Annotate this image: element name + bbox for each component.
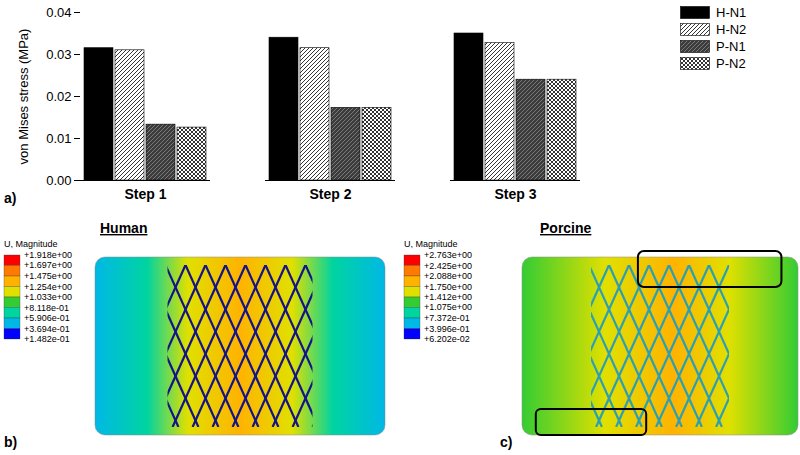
svg-text:Step 1: Step 1 bbox=[124, 186, 166, 202]
svg-text:+1.412e+00: +1.412e+00 bbox=[424, 292, 472, 302]
svg-text:c): c) bbox=[500, 434, 512, 450]
svg-text:U, Magnitude: U, Magnitude bbox=[4, 239, 58, 249]
svg-text:+2.088e+00: +2.088e+00 bbox=[424, 271, 472, 281]
svg-text:b): b) bbox=[4, 434, 17, 450]
html-text:H-N2: H-N2 bbox=[716, 22, 747, 37]
svg-text:+1.482e-01: +1.482e-01 bbox=[24, 334, 70, 344]
svg-text:+7.372e-01: +7.372e-01 bbox=[424, 313, 470, 323]
svg-text:+1.254e+00: +1.254e+00 bbox=[24, 282, 72, 292]
svg-text:+1.075e+00: +1.075e+00 bbox=[424, 302, 472, 312]
svg-text:Step 2: Step 2 bbox=[309, 186, 351, 202]
svg-text:+6.202e-02: +6.202e-02 bbox=[424, 334, 470, 344]
html-text:a): a) bbox=[4, 190, 17, 206]
html-text:H-N1: H-N1 bbox=[716, 5, 747, 20]
svg-text:+3.996e-01: +3.996e-01 bbox=[424, 324, 470, 334]
svg-text:Porcine: Porcine bbox=[540, 220, 592, 236]
svg-text:von Mises stress (MPa): von Mises stress (MPa) bbox=[16, 29, 31, 165]
svg-text:+3.694e-01: +3.694e-01 bbox=[24, 324, 70, 334]
svg-text:+2.425e+00: +2.425e+00 bbox=[424, 261, 472, 271]
html-text:P-N1: P-N1 bbox=[716, 39, 746, 54]
svg-text:+1.918e+00: +1.918e+00 bbox=[24, 250, 72, 260]
svg-text:+1.697e+00: +1.697e+00 bbox=[24, 260, 72, 270]
svg-text:0.03: 0.03 bbox=[46, 47, 71, 62]
svg-text:+8.118e-01: +8.118e-01 bbox=[24, 303, 69, 313]
svg-text:0.02: 0.02 bbox=[46, 89, 71, 104]
svg-text:Human: Human bbox=[100, 220, 147, 236]
svg-text:0.00: 0.00 bbox=[46, 173, 71, 188]
svg-text:+5.906e-01: +5.906e-01 bbox=[24, 313, 70, 323]
svg-text:U, Magnitude: U, Magnitude bbox=[404, 239, 458, 249]
svg-text:0.01: 0.01 bbox=[46, 131, 71, 146]
svg-text:+2.763e+00: +2.763e+00 bbox=[424, 250, 472, 260]
svg-text:+1.750e+00: +1.750e+00 bbox=[424, 282, 472, 292]
svg-text:+1.033e+00: +1.033e+00 bbox=[24, 292, 72, 302]
html-text:P-N2: P-N2 bbox=[716, 56, 746, 71]
svg-text:+1.475e+00: +1.475e+00 bbox=[24, 271, 72, 281]
svg-text:0.04: 0.04 bbox=[46, 5, 71, 20]
svg-text:Step 3: Step 3 bbox=[494, 186, 536, 202]
